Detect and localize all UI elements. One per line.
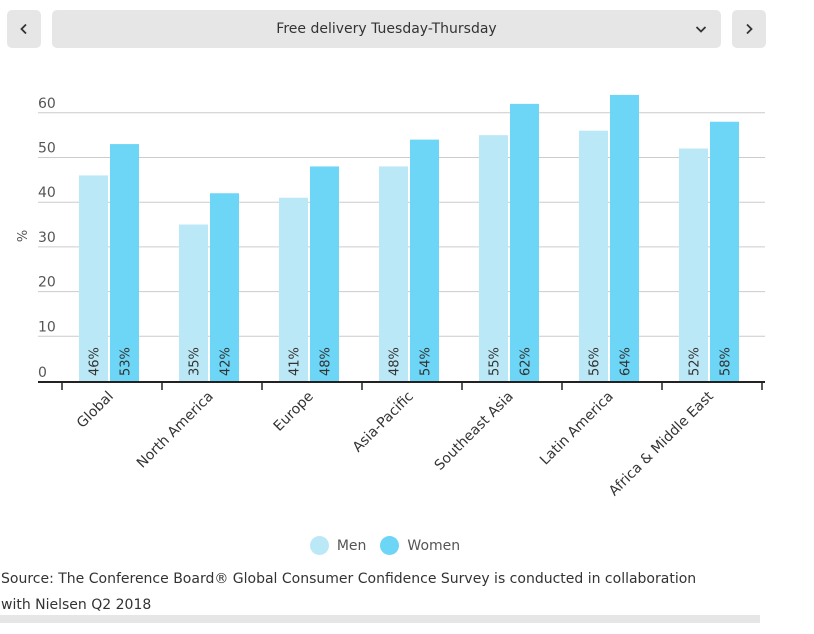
bar-men — [679, 148, 708, 381]
y-tick-label: 30 — [38, 230, 56, 246]
data-label: 54% — [419, 347, 434, 376]
scrollbar[interactable] — [0, 615, 760, 623]
option-selector[interactable]: Free delivery Tuesday-Thursday — [52, 10, 721, 48]
next-button[interactable] — [732, 10, 766, 48]
data-label: 48% — [388, 347, 403, 376]
bar-women — [310, 166, 339, 381]
legend-swatch — [380, 536, 400, 555]
data-label: 42% — [219, 347, 234, 376]
x-tick-label: North America — [134, 389, 217, 472]
data-label: 41% — [288, 347, 303, 376]
legend-item-men[interactable]: Men — [309, 536, 367, 555]
y-tick-label: 10 — [38, 319, 56, 335]
chevron-right-icon — [746, 23, 753, 35]
y-tick-label: 0 — [38, 365, 47, 381]
data-label: 35% — [188, 347, 203, 376]
selected-option-label: Free delivery Tuesday-Thursday — [276, 21, 497, 37]
bar-men — [179, 224, 208, 381]
y-tick-label: 50 — [38, 141, 56, 157]
data-label: 62% — [519, 347, 534, 376]
y-tick-label: 20 — [38, 275, 56, 291]
y-axis-label: % — [16, 230, 31, 242]
x-tick-label: Latin America — [537, 389, 617, 469]
data-label: 58% — [719, 347, 734, 376]
chevron-left-icon — [20, 23, 27, 35]
data-label: 56% — [588, 347, 603, 376]
x-tick-label: Southeast Asia — [432, 389, 517, 474]
data-label: 46% — [88, 347, 103, 376]
bar-women — [110, 144, 139, 381]
bar-men — [79, 175, 108, 381]
bar-women — [410, 139, 439, 381]
bar-chart: 0 10 20 30 40 50 60% 46% 53% 35% 42% 41% 48% 48% 54% 55… — [16, 94, 765, 499]
x-tick-label: Europe — [271, 389, 317, 435]
chevron-down-icon — [695, 26, 707, 33]
data-label: 55% — [488, 347, 503, 376]
y-tick-label: 40 — [38, 185, 56, 201]
data-label: 48% — [319, 347, 334, 376]
bar-women — [610, 94, 639, 382]
x-tick-label: Asia-Pacific — [350, 389, 417, 456]
data-label: 64% — [619, 347, 634, 376]
previous-button[interactable] — [7, 10, 41, 48]
bar-women — [510, 103, 539, 382]
legend-label: Men — [336, 537, 367, 554]
bar-women — [210, 193, 239, 381]
y-tick-label: 60 — [38, 96, 56, 112]
bar-men — [579, 130, 608, 381]
source-note: Source: The Conference Board® Global Con… — [1, 571, 697, 613]
data-label: 53% — [119, 347, 134, 376]
data-label: 52% — [688, 347, 703, 376]
legend-item-women[interactable]: Women — [380, 536, 460, 555]
bar-men — [479, 135, 508, 381]
x-tick-label: Global — [74, 389, 117, 432]
x-tick-label: Africa & Middle East — [606, 388, 717, 499]
bar-women — [710, 121, 739, 382]
legend-swatch — [309, 536, 329, 555]
bar-men — [379, 166, 408, 381]
chart-legend: Men Women — [0, 536, 770, 555]
legend-label: Women — [407, 537, 461, 554]
bar-men — [279, 197, 308, 381]
